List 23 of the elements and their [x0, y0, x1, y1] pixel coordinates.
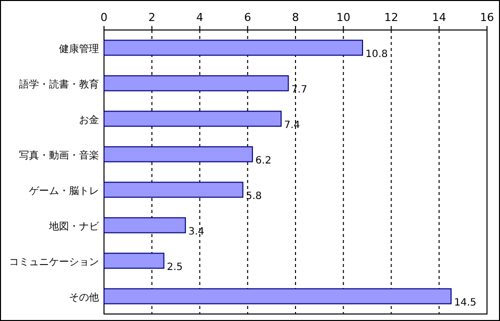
category-label: 地図・ナビ — [49, 221, 99, 232]
x-tick-label: 12 — [384, 11, 398, 24]
data-label: 14.5 — [454, 297, 476, 308]
data-label: 7.4 — [284, 120, 300, 131]
category-label: お金 — [79, 114, 99, 126]
data-label: 10.8 — [366, 48, 388, 60]
x-tick-label: 6 — [244, 11, 252, 24]
x-tick-label: 14 — [432, 11, 446, 24]
category-label: コミュニケーション — [9, 256, 99, 268]
data-label: 2.5 — [166, 262, 183, 273]
category-label: 語学・読書・教育 — [19, 79, 99, 90]
category-label: 健康管理 — [59, 44, 99, 55]
x-tick-label: 0 — [100, 11, 108, 24]
category-label: その他 — [69, 292, 99, 304]
x-tick-label: 4 — [196, 11, 204, 24]
category-label: 写真・動画・音楽 — [19, 150, 99, 162]
x-tick-label: 8 — [292, 11, 299, 24]
x-tick-label: 16 — [480, 11, 494, 24]
x-tick-label: 2 — [148, 11, 156, 24]
data-label: 6.2 — [255, 155, 272, 166]
category-label: ゲーム・脳トレ — [29, 186, 99, 197]
data-label: 3.4 — [188, 226, 204, 238]
x-tick-label: 10 — [336, 11, 350, 24]
